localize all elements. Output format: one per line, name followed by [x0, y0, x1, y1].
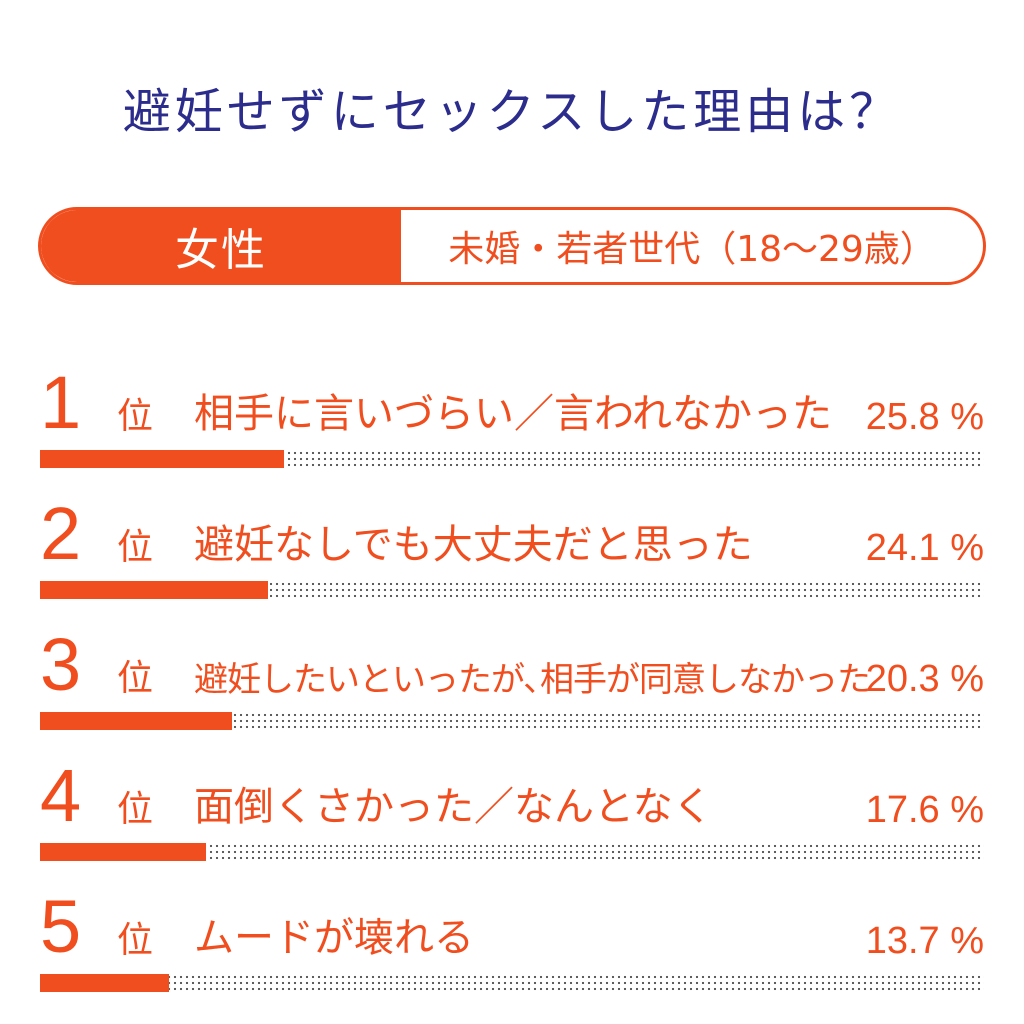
bar-3	[40, 712, 232, 730]
value-label: 25.8 %	[865, 396, 984, 438]
segment-header: 女性 未婚・若者世代（18～29歳）	[38, 207, 986, 285]
rank-unit: 位	[117, 789, 154, 830]
chart-title: 避妊せずにセックスした理由は？	[122, 84, 902, 140]
value-label: 17.6 %	[865, 789, 984, 831]
bar-2	[40, 581, 268, 599]
bar-5	[40, 974, 169, 992]
value-label: 24.1 %	[865, 527, 984, 569]
rank-number: 4	[40, 754, 82, 837]
rank-number: 2	[40, 492, 82, 575]
rank-label: 避妊したいといったが､相手が同意しなかった	[194, 660, 871, 700]
value-label: 20.3 %	[865, 658, 984, 700]
rank-number: 5	[40, 885, 82, 968]
segment-label: 未婚・若者世代（18～29歳）	[448, 229, 936, 270]
gender-label: 女性	[41, 210, 401, 282]
rank-number: 3	[40, 623, 82, 706]
bar-track	[40, 974, 984, 992]
rank-label: 面倒くさかった／なんとなく	[194, 784, 713, 830]
rank-label: 相手に言いづらい／言われなかった	[194, 391, 832, 437]
rank-row-3: 3 位避妊したいといったが､相手が同意しなかった 20.3 %	[0, 620, 1024, 740]
rank-row-1: 1 位相手に言いづらい／言われなかった 25.8 %	[0, 358, 1024, 478]
bar-track	[40, 581, 984, 599]
rank-unit: 位	[117, 527, 154, 568]
rank-row-4: 4 位面倒くさかった／なんとなく 17.6 %	[0, 751, 1024, 871]
rank-label: 避妊なしでも大丈夫だと思った	[194, 522, 753, 568]
bar-track	[40, 712, 984, 730]
rank-unit: 位	[117, 658, 154, 699]
bar-track	[40, 843, 984, 861]
bar-1	[40, 450, 284, 468]
rank-number: 1	[40, 361, 82, 444]
rank-unit: 位	[117, 920, 154, 961]
bar-4	[40, 843, 206, 861]
rank-unit: 位	[117, 396, 154, 437]
value-label: 13.7 %	[865, 920, 984, 962]
rank-label: ムードが壊れる	[194, 915, 474, 961]
rank-row-2: 2 位避妊なしでも大丈夫だと思った 24.1 %	[0, 489, 1024, 609]
rank-row-5: 5 位ムードが壊れる 13.7 %	[0, 882, 1024, 1002]
